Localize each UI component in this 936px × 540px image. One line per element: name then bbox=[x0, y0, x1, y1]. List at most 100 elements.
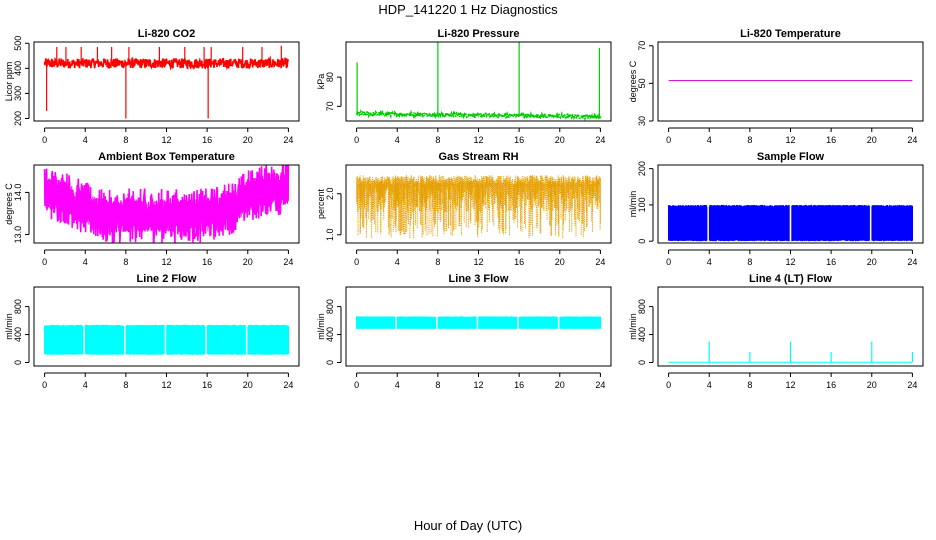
x-tick-label: 24 bbox=[283, 257, 293, 267]
x-tick-label: 0 bbox=[42, 257, 47, 267]
y-axis-label: ml/min bbox=[316, 313, 326, 340]
x-tick-label: 20 bbox=[867, 257, 877, 267]
panel-title: Line 2 Flow bbox=[137, 273, 197, 285]
x-tick-label: 12 bbox=[785, 135, 795, 145]
series-points bbox=[356, 175, 601, 239]
y-tick-label: 100 bbox=[637, 197, 647, 212]
x-tick-label: 8 bbox=[435, 380, 440, 390]
series-band bbox=[44, 324, 289, 355]
data-series bbox=[668, 341, 914, 363]
data-series bbox=[44, 324, 289, 355]
y-tick-label: 70 bbox=[325, 101, 335, 111]
x-tick-label: 20 bbox=[243, 135, 253, 145]
x-tick-label: 0 bbox=[354, 135, 359, 145]
x-axis: 0 4 8 12 16 20 24 bbox=[42, 127, 293, 145]
x-tick-label: 8 bbox=[747, 257, 752, 267]
main-title: HDP_141220 1 Hz Diagnostics bbox=[378, 2, 558, 17]
x-axis: 0 4 8 12 16 20 24 bbox=[354, 249, 605, 267]
y-tick-label: 0 bbox=[637, 360, 647, 365]
x-tick-label: 12 bbox=[161, 135, 171, 145]
series-band bbox=[668, 204, 913, 242]
x-tick-label: 12 bbox=[473, 135, 483, 145]
x-tick-label: 0 bbox=[666, 380, 671, 390]
x-tick-label: 12 bbox=[161, 380, 171, 390]
x-tick-label: 20 bbox=[555, 135, 565, 145]
y-tick-label: 400 bbox=[13, 61, 23, 76]
x-tick-label: 20 bbox=[867, 380, 877, 390]
x-tick-label: 20 bbox=[243, 257, 253, 267]
x-tick-label: 0 bbox=[42, 380, 47, 390]
x-tick-label: 0 bbox=[666, 135, 671, 145]
x-tick-label: 4 bbox=[83, 380, 88, 390]
x-tick-label: 4 bbox=[395, 380, 400, 390]
x-axis: 0 4 8 12 16 20 24 bbox=[666, 249, 917, 267]
x-tick-label: 8 bbox=[435, 257, 440, 267]
y-tick-label: 13.0 bbox=[13, 226, 23, 244]
x-tick-label: 8 bbox=[747, 380, 752, 390]
x-tick-label: 24 bbox=[907, 380, 917, 390]
x-tick-label: 24 bbox=[595, 257, 605, 267]
x-tick-label: 8 bbox=[123, 257, 128, 267]
x-tick-label: 0 bbox=[42, 135, 47, 145]
x-tick-label: 24 bbox=[595, 135, 605, 145]
data-series bbox=[43, 165, 290, 243]
x-tick-label: 4 bbox=[707, 135, 712, 145]
x-tick-label: 20 bbox=[555, 380, 565, 390]
plot-frame bbox=[33, 286, 300, 367]
x-tick-label: 24 bbox=[907, 135, 917, 145]
panel-title: Li-820 Pressure bbox=[438, 28, 520, 40]
y-axis-label: degrees C bbox=[628, 60, 638, 102]
plot-frame bbox=[657, 41, 924, 122]
plot-frame bbox=[33, 41, 300, 122]
x-tick-label: 16 bbox=[826, 380, 836, 390]
x-axis: 0 4 8 12 16 20 24 bbox=[42, 249, 293, 267]
y-axis-label: Licor ppm bbox=[4, 62, 14, 102]
x-tick-label: 16 bbox=[514, 135, 524, 145]
y-axis-label: kPa bbox=[316, 74, 326, 90]
plot-frame bbox=[345, 41, 612, 122]
x-tick-label: 24 bbox=[283, 380, 293, 390]
y-axis-label: ml/min bbox=[628, 191, 638, 218]
panel-title: Li-820 Temperature bbox=[740, 28, 841, 40]
y-tick-label: 400 bbox=[325, 327, 335, 342]
y-tick-label: 0 bbox=[637, 239, 647, 244]
x-tick-label: 4 bbox=[83, 135, 88, 145]
y-axis: 200 300 400 500 Licor ppm bbox=[4, 36, 30, 126]
y-tick-label: 14.0 bbox=[13, 184, 23, 202]
x-tick-label: 16 bbox=[202, 380, 212, 390]
data-series bbox=[356, 175, 601, 239]
x-axis: 0 4 8 12 16 20 24 bbox=[666, 372, 917, 390]
x-tick-label: 12 bbox=[785, 380, 795, 390]
y-tick-label: 30 bbox=[637, 116, 647, 126]
data-series bbox=[43, 45, 290, 119]
x-tick-label: 12 bbox=[785, 257, 795, 267]
x-tick-label: 16 bbox=[514, 380, 524, 390]
x-tick-label: 8 bbox=[747, 135, 752, 145]
series-noise bbox=[44, 171, 289, 234]
y-tick-label: 200 bbox=[637, 161, 647, 176]
plot-frame bbox=[657, 164, 924, 244]
x-tick-label: 16 bbox=[202, 257, 212, 267]
x-tick-label: 12 bbox=[473, 380, 483, 390]
x-tick-label: 24 bbox=[595, 380, 605, 390]
x-axis: 0 4 8 12 16 20 24 bbox=[666, 127, 917, 145]
panel-title: Gas Stream RH bbox=[438, 151, 518, 163]
panel-title: Ambient Box Temperature bbox=[98, 151, 235, 163]
y-tick-label: 800 bbox=[325, 299, 335, 314]
x-tick-label: 24 bbox=[283, 135, 293, 145]
y-axis-label: ml/min bbox=[4, 313, 14, 340]
panel-title: Sample Flow bbox=[757, 151, 825, 163]
y-tick-label: 400 bbox=[637, 327, 647, 342]
y-tick-label: 70 bbox=[637, 41, 647, 51]
series-band bbox=[356, 316, 601, 329]
y-tick-label: 300 bbox=[13, 86, 23, 101]
y-tick-label: 0 bbox=[325, 360, 335, 365]
x-axis: 0 4 8 12 16 20 24 bbox=[42, 372, 293, 390]
y-tick-label: 800 bbox=[13, 299, 23, 314]
